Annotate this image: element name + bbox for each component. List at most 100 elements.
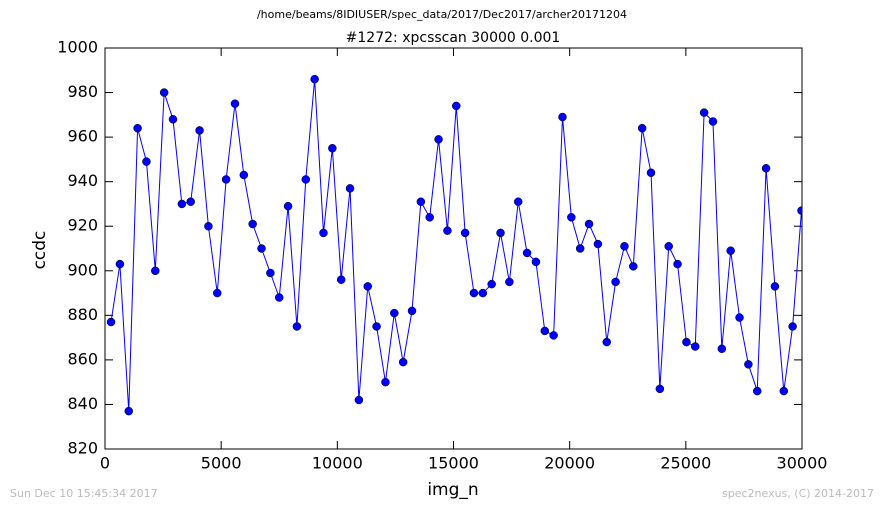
point xyxy=(328,144,337,153)
point xyxy=(664,242,673,251)
point xyxy=(168,115,178,124)
point xyxy=(752,386,762,396)
point xyxy=(735,313,744,322)
x-tick-label: 15000 xyxy=(428,454,479,473)
plot-area xyxy=(106,74,802,416)
point xyxy=(195,126,204,135)
point xyxy=(611,277,620,287)
x-tick-label: 20000 xyxy=(544,454,595,473)
y-tick-label: 820 xyxy=(67,439,98,458)
point xyxy=(301,175,311,184)
y-tick-label: 920 xyxy=(67,216,98,235)
x-axis-label: img_n xyxy=(427,480,478,500)
point xyxy=(629,262,638,271)
point xyxy=(434,135,443,144)
point xyxy=(177,199,187,209)
point xyxy=(682,337,691,347)
point xyxy=(779,386,789,396)
point xyxy=(558,112,567,122)
y-tick-label: 980 xyxy=(67,82,98,101)
point xyxy=(425,213,434,222)
point xyxy=(584,219,594,229)
x-tick-label: 0 xyxy=(100,454,110,473)
point xyxy=(788,322,797,331)
point xyxy=(115,259,125,269)
point xyxy=(230,99,240,108)
point xyxy=(726,246,735,255)
point xyxy=(354,395,364,405)
series-line xyxy=(110,79,802,412)
y-tick-label: 900 xyxy=(67,260,98,279)
x-tick-label: 25000 xyxy=(660,454,711,473)
footer-left: Sun Dec 10 15:45:34 2017 xyxy=(10,487,158,500)
point xyxy=(522,248,532,258)
point xyxy=(407,306,417,316)
point xyxy=(593,239,603,249)
point xyxy=(673,259,682,269)
point xyxy=(637,123,647,133)
point xyxy=(204,221,213,231)
footer-right: spec2nexus, (C) 2014-2017 xyxy=(722,487,874,500)
point xyxy=(708,117,718,126)
point xyxy=(257,244,266,253)
file-path: /home/beams/8IDIUSER/spec_data/2017/Dec2… xyxy=(257,8,627,21)
point xyxy=(239,170,249,180)
y-tick-label: 1000 xyxy=(57,38,98,57)
point xyxy=(761,164,771,173)
point xyxy=(469,288,479,298)
point xyxy=(416,197,426,206)
point xyxy=(646,168,656,178)
point xyxy=(513,197,523,206)
point xyxy=(496,228,505,238)
point xyxy=(505,277,514,287)
point xyxy=(151,266,160,276)
point xyxy=(363,282,372,291)
point xyxy=(460,228,470,238)
chart-title: #1272: xpcsscan 30000 0.001 xyxy=(346,30,561,46)
point xyxy=(292,322,302,331)
point xyxy=(699,108,709,117)
point xyxy=(142,157,151,166)
point xyxy=(336,275,346,284)
point xyxy=(478,288,488,298)
point xyxy=(159,88,169,97)
point xyxy=(531,257,541,267)
point xyxy=(487,279,496,289)
point xyxy=(691,342,700,351)
x-tick-label: 30000 xyxy=(777,454,828,473)
point xyxy=(549,331,558,340)
point xyxy=(770,282,780,291)
point xyxy=(602,337,611,347)
point xyxy=(248,219,257,229)
point xyxy=(283,201,293,211)
point xyxy=(124,406,133,416)
y-tick-label: 860 xyxy=(67,349,98,368)
x-tick-label: 5000 xyxy=(201,454,242,473)
point xyxy=(213,288,222,298)
point xyxy=(266,268,275,278)
point xyxy=(620,242,629,251)
y-axis-label: ccdc xyxy=(30,231,50,270)
point xyxy=(398,357,408,367)
point xyxy=(381,377,390,387)
point xyxy=(372,322,381,331)
point xyxy=(106,317,116,327)
y-tick-label: 880 xyxy=(67,305,98,324)
point xyxy=(655,384,665,394)
point xyxy=(717,344,727,353)
point xyxy=(575,244,585,253)
point xyxy=(221,175,231,184)
y-tick-label: 940 xyxy=(67,171,98,190)
x-tick-label: 10000 xyxy=(312,454,363,473)
point xyxy=(540,326,550,336)
point xyxy=(443,226,452,235)
point xyxy=(390,308,399,318)
point xyxy=(133,123,142,133)
point xyxy=(452,101,461,111)
point xyxy=(186,197,195,206)
point xyxy=(797,206,802,215)
y-tick-label: 840 xyxy=(67,394,98,413)
y-tick-label: 960 xyxy=(67,127,98,146)
point xyxy=(310,74,319,84)
